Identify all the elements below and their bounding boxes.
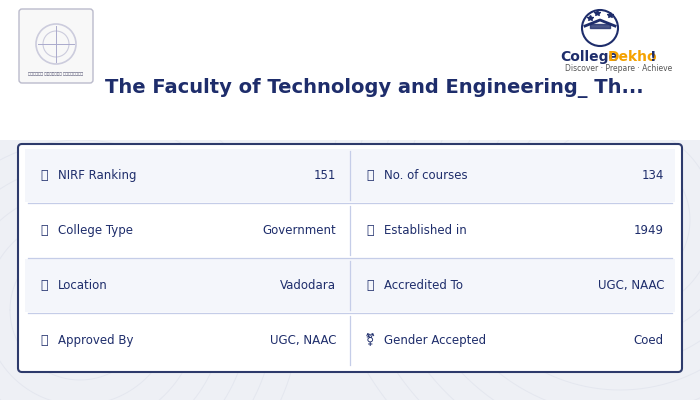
Text: Approved By: Approved By	[58, 334, 134, 347]
FancyBboxPatch shape	[0, 0, 700, 140]
Text: 📌: 📌	[366, 224, 374, 237]
FancyBboxPatch shape	[19, 9, 93, 83]
FancyBboxPatch shape	[18, 144, 682, 372]
Text: NIRF Ranking: NIRF Ranking	[58, 169, 136, 182]
Text: 🎓: 🎓	[366, 169, 374, 182]
Bar	[25, 149, 675, 202]
Text: 📍: 📍	[41, 279, 48, 292]
Text: The Faculty of Technology and Engineering_ Th...: The Faculty of Technology and Engineerin…	[105, 78, 643, 98]
Text: No. of courses: No. of courses	[384, 169, 468, 182]
Bar	[25, 204, 675, 257]
Text: UGC, NAAC: UGC, NAAC	[598, 279, 664, 292]
Bar	[25, 314, 675, 367]
Text: College: College	[560, 50, 618, 64]
Text: ✅: ✅	[366, 279, 374, 292]
Text: Dekho: Dekho	[608, 50, 657, 64]
Text: 📊: 📊	[41, 169, 48, 182]
Text: Discover · Prepare · Achieve: Discover · Prepare · Achieve	[565, 64, 672, 73]
Text: Accredited To: Accredited To	[384, 279, 463, 292]
Text: सार्थं विद्यां गुन्दनम्: सार्थं विद्यां गुन्दनम्	[29, 72, 83, 76]
Text: 1949: 1949	[634, 224, 664, 237]
Text: 🛡: 🛡	[41, 334, 48, 347]
Text: 151: 151	[314, 169, 336, 182]
Text: 🔖: 🔖	[41, 224, 48, 237]
Text: Established in: Established in	[384, 224, 467, 237]
Bar	[25, 259, 675, 312]
Text: Vadodara: Vadodara	[280, 279, 336, 292]
Text: Coed: Coed	[634, 334, 664, 347]
Text: Gender Accepted: Gender Accepted	[384, 334, 486, 347]
Text: Location: Location	[58, 279, 108, 292]
Text: 134: 134	[642, 169, 664, 182]
Text: UGC, NAAC: UGC, NAAC	[270, 334, 336, 347]
Text: Government: Government	[262, 224, 336, 237]
Text: College Type: College Type	[58, 224, 133, 237]
Text: !: !	[650, 50, 657, 64]
Text: ⚧: ⚧	[365, 334, 375, 347]
